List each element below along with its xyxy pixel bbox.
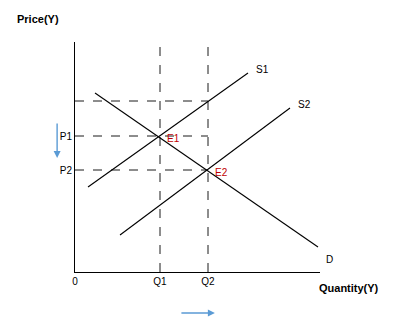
svg-text:D: D (326, 254, 333, 265)
svg-text:Q1: Q1 (153, 276, 167, 287)
svg-text:E2: E2 (215, 167, 228, 178)
svg-text:P2: P2 (60, 165, 73, 176)
svg-text:P1: P1 (60, 131, 73, 142)
svg-text:S2: S2 (298, 99, 311, 110)
svg-text:S1: S1 (256, 64, 269, 75)
svg-text:Quantity(Y): Quantity(Y) (319, 282, 379, 294)
svg-text:E1: E1 (167, 133, 180, 144)
svg-text:0: 0 (72, 276, 78, 287)
svg-text:Q2: Q2 (201, 276, 215, 287)
svg-text:Price(Y): Price(Y) (17, 13, 59, 25)
